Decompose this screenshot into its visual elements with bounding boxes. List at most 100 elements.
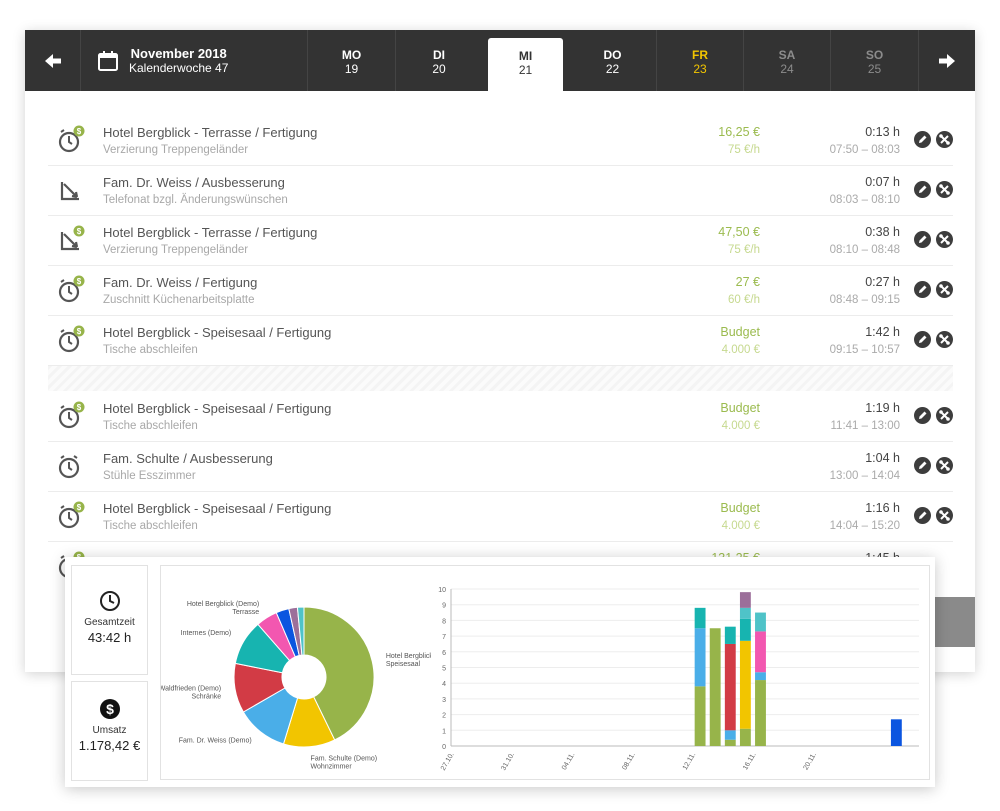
time-entry-row[interactable]: $ Hotel Bergblick - Speisesaal / Fertigu…: [48, 392, 953, 442]
bar-segment[interactable]: [724, 730, 736, 740]
day-tab-saturday[interactable]: SA 24: [743, 30, 830, 91]
bar-segment[interactable]: [724, 643, 736, 731]
stopwatch-billable-icon: $: [58, 125, 85, 153]
tools-button[interactable]: [936, 407, 953, 424]
bar-segment[interactable]: [739, 728, 751, 746]
bar-segment[interactable]: [724, 739, 736, 746]
previous-week-button[interactable]: [25, 30, 80, 91]
pie-label: Speisesaal: [386, 661, 421, 668]
time-entry-row[interactable]: $ Hotel Bergblick - Speisesaal / Fertigu…: [48, 316, 953, 366]
edit-button[interactable]: [914, 507, 931, 524]
pie-slice[interactable]: [303, 606, 375, 741]
bar-segment[interactable]: [755, 680, 766, 746]
time-entry-row[interactable]: $ Hotel Bergblick - Speisesaal / Fertigu…: [48, 492, 953, 542]
edit-button[interactable]: [914, 231, 931, 248]
y-tick-label: 6: [442, 650, 446, 657]
entry-amount: 47,50 €: [718, 225, 760, 239]
entry-title: Hotel Bergblick - Terrasse / Fertigung: [103, 125, 318, 140]
entry-timespan: 11:41 – 13:00: [830, 420, 901, 432]
day-tab-thursday[interactable]: DO 22: [603, 48, 622, 76]
entry-timespan: 09:15 – 10:57: [829, 344, 900, 356]
hours-bar-chart: 0 1 2 3 4 5 6 7 8 9 10 27.10. 31.10. 04.11. 08.11. 12.1…: [438, 587, 919, 772]
time-entry-row[interactable]: Fam. Dr. Weiss / Ausbesserung Telefonat …: [48, 166, 953, 216]
y-tick-label: 4: [442, 681, 446, 688]
bar-segment[interactable]: [739, 618, 751, 641]
day-tab-friday[interactable]: FR 23: [656, 30, 743, 91]
bar-segment[interactable]: [694, 686, 706, 746]
time-entry-row[interactable]: $ Hotel Bergblick - Terrasse / Fertigung…: [48, 116, 953, 166]
bar-segment[interactable]: [755, 612, 766, 632]
tools-button[interactable]: [936, 457, 953, 474]
entry-title: Fam. Dr. Weiss / Ausbesserung: [103, 175, 285, 190]
x-tick-label: 12.11.: [682, 751, 698, 771]
pie-slice[interactable]: [296, 606, 305, 656]
tools-icon: [939, 184, 950, 195]
tools-icon: [939, 234, 950, 245]
edit-button[interactable]: [914, 407, 931, 424]
time-entry-row[interactable]: $ Fam. Dr. Weiss / Fertigung Zuschnitt K…: [48, 266, 953, 316]
bar-segment[interactable]: [739, 640, 751, 729]
y-tick-label: 8: [442, 618, 446, 625]
tools-button[interactable]: [936, 131, 953, 148]
entry-duration: 0:07 h: [865, 175, 900, 189]
edit-button[interactable]: [914, 131, 931, 148]
entry-duration: 0:27 h: [865, 275, 900, 289]
pencil-icon: [919, 285, 927, 293]
bar-segment[interactable]: [709, 628, 721, 746]
edit-button[interactable]: [914, 281, 931, 298]
tools-button[interactable]: [936, 331, 953, 348]
pie-label: Internes (Demo): [181, 630, 232, 637]
total-time-box: Gesamtzeit 43:42 h: [71, 565, 148, 675]
entry-subtitle: Telefonat bzgl. Änderungswünschen: [103, 194, 288, 206]
entry-timespan: 08:10 – 08:48: [829, 244, 900, 256]
pie-label: Wohnzimmer: [311, 764, 353, 771]
entry-duration: 0:38 h: [865, 225, 900, 239]
tools-button[interactable]: [936, 507, 953, 524]
edit-button[interactable]: [914, 181, 931, 198]
entry-title: Hotel Bergblick - Speisesaal / Fertigung: [103, 401, 332, 416]
tools-button[interactable]: [936, 181, 953, 198]
edit-button[interactable]: [914, 331, 931, 348]
x-tick-label: 20.11.: [803, 751, 819, 771]
entry-subtitle: Verzierung Treppengeländer: [103, 244, 249, 256]
dollar-icon: $: [99, 699, 120, 719]
bar-segment[interactable]: [694, 628, 706, 687]
day-tab-sunday[interactable]: SO 25: [830, 30, 918, 91]
tools-icon: [939, 510, 950, 521]
next-week-button[interactable]: [918, 30, 975, 91]
entry-subtitle: Stühle Esszimmer: [103, 470, 196, 482]
month-week-selector[interactable]: November 2018 Kalenderwoche 47: [80, 30, 307, 91]
bar-segment[interactable]: [724, 626, 736, 644]
x-tick-label: 31.10.: [500, 751, 516, 771]
day-tab-tuesday[interactable]: DI 20: [395, 30, 482, 91]
stopwatch-icon: [58, 455, 80, 479]
bar-segment[interactable]: [755, 631, 766, 673]
entry-subtitle: Zuschnitt Küchenarbeitsplatte: [103, 294, 255, 306]
pencil-icon: [919, 511, 927, 519]
revenue-value: 1.178,42 €: [78, 738, 141, 753]
bar-segment[interactable]: [694, 607, 706, 629]
bar-segment[interactable]: [739, 592, 751, 608]
svg-text:$: $: [77, 327, 82, 336]
day-tab-monday[interactable]: MO 19: [307, 30, 395, 91]
entry-subtitle: Tische abschleifen: [103, 420, 198, 432]
entry-timespan: 13:00 – 14:04: [829, 470, 900, 482]
total-time-label: Gesamtzeit: [84, 617, 135, 628]
entry-duration: 1:19 h: [865, 401, 900, 415]
svg-text:$: $: [77, 503, 82, 512]
tools-icon: [939, 334, 950, 345]
time-entry-row[interactable]: Fam. Schulte / Ausbesserung Stühle Esszi…: [48, 442, 953, 492]
arrow-right-icon: [939, 53, 955, 68]
bar-segment[interactable]: [755, 672, 766, 681]
bar-segment[interactable]: [739, 607, 751, 619]
week-label: Kalenderwoche 47: [129, 61, 229, 75]
edit-button[interactable]: [914, 457, 931, 474]
scroll-up-button[interactable]: [930, 597, 975, 647]
tools-button[interactable]: [936, 231, 953, 248]
entry-title: Hotel Bergblick - Speisesaal / Fertigung: [103, 325, 332, 340]
bar-segment[interactable]: [890, 719, 902, 746]
time-entry-row[interactable]: $ Hotel Bergblick - Terrasse / Fertigung…: [48, 216, 953, 266]
day-tab-wednesday[interactable]: MI 21: [488, 38, 563, 91]
tools-button[interactable]: [936, 281, 953, 298]
